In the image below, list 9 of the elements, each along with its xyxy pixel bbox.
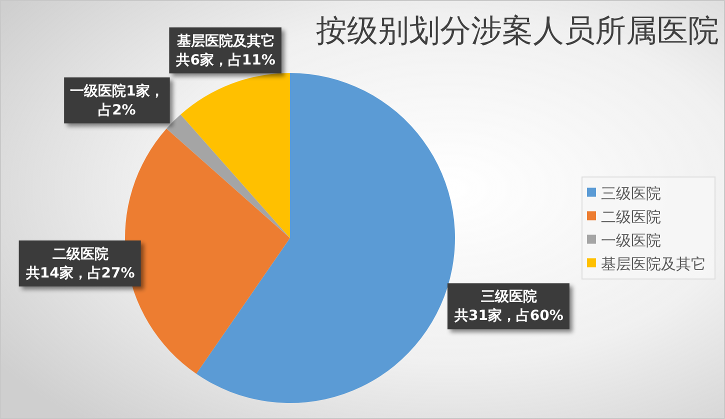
data-label: 基层医院及其它共6家，占11% [175, 32, 276, 68]
data-label: 一级医院1家，占2% [70, 82, 164, 118]
legend-label: 二级医院 [601, 208, 661, 226]
legend-label: 基层医院及其它 [601, 254, 706, 273]
legend-label: 三级医院 [601, 184, 661, 202]
data-label: 二级医院共14家，占27% [24, 245, 135, 282]
chart-title: 按级别划分涉案人员所属医院 [316, 13, 719, 49]
data-label: 三级医院共31家，占60% [453, 288, 564, 324]
legend-label: 一级医院 [601, 231, 661, 250]
